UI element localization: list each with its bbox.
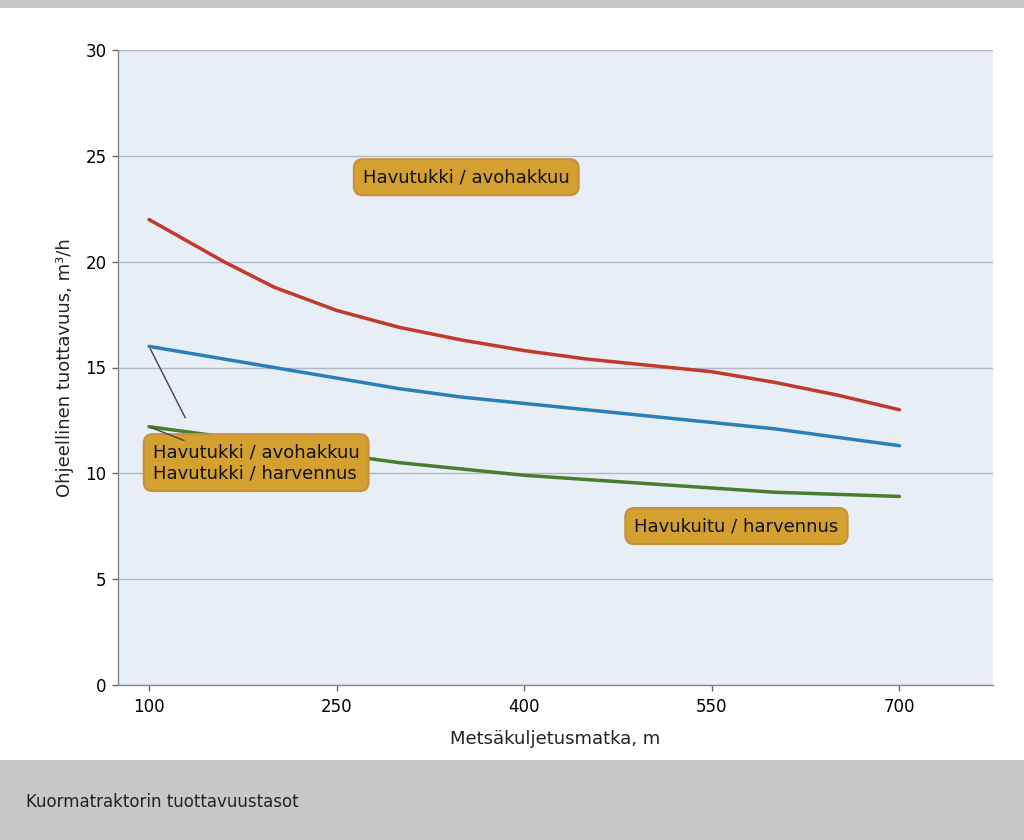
Text: Havutukki / avohakkuu
Havutukki / harvennus: Havutukki / avohakkuu Havutukki / harven…	[153, 444, 359, 482]
X-axis label: Metsäkuljetusmatka, m: Metsäkuljetusmatka, m	[451, 730, 660, 748]
Y-axis label: Ohjeellinen tuottavuus, m³/h: Ohjeellinen tuottavuus, m³/h	[56, 238, 75, 497]
FancyBboxPatch shape	[0, 5, 1024, 768]
Text: Havutukki / avohakkuu: Havutukki / avohakkuu	[362, 168, 569, 186]
Text: Havukuitu / harvennus: Havukuitu / harvennus	[634, 517, 839, 535]
Text: Kuormatraktorin tuottavuustasot: Kuormatraktorin tuottavuustasot	[26, 793, 298, 811]
